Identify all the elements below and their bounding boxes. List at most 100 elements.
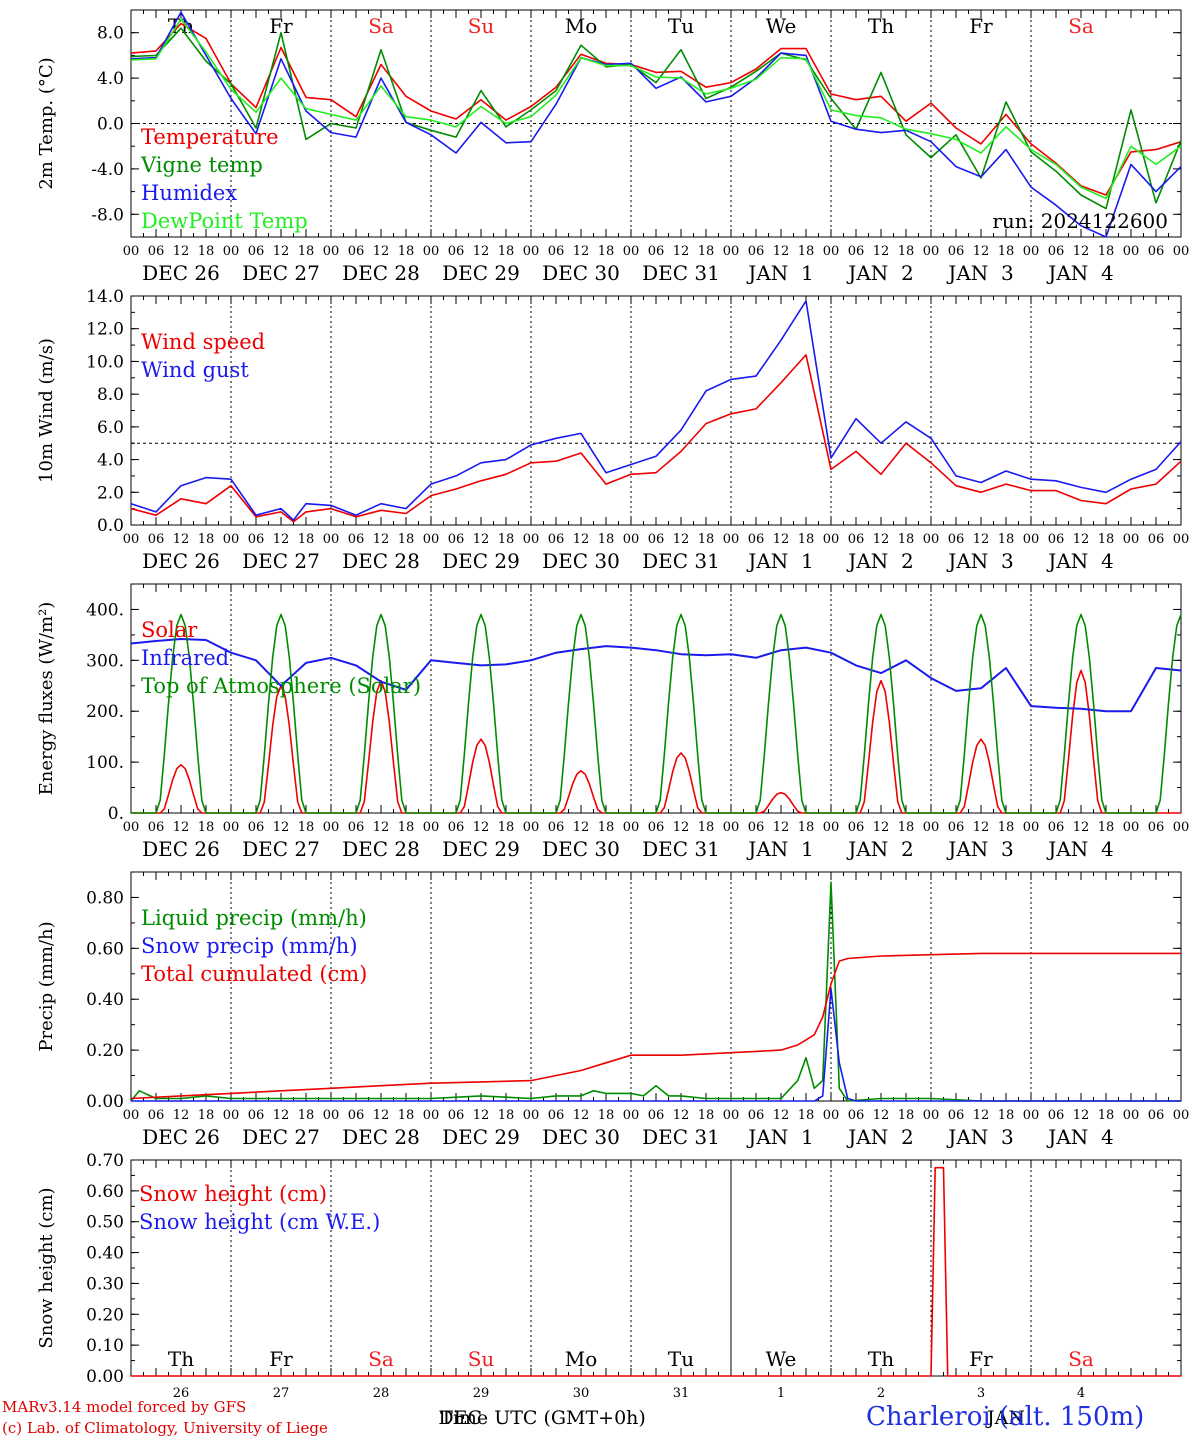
- x-hour-label: 12: [273, 532, 290, 547]
- x-hour-label: 12: [1073, 1108, 1090, 1123]
- x-date-label: JAN 3: [946, 549, 1013, 573]
- x-hour-label: 00: [123, 532, 140, 547]
- weekday-label: Su: [468, 14, 495, 38]
- weekday-label: Th: [868, 1347, 894, 1371]
- run-label: run: 2024122600: [992, 209, 1168, 233]
- weekday-label: Fr: [269, 14, 293, 38]
- series-line-temperature: [130, 22, 1182, 196]
- x-hour-label: 18: [698, 532, 715, 547]
- legend-entry: Liquid precip (mm/h): [141, 906, 367, 930]
- x-hour-label: 18: [598, 820, 615, 835]
- x-day-number: 27: [273, 1386, 290, 1401]
- x-hour-label: 12: [873, 1108, 890, 1123]
- x-hour-label: 00: [223, 244, 240, 259]
- x-hour-label: 06: [748, 820, 765, 835]
- x-hour-label: 12: [773, 244, 790, 259]
- y-tick-label: 10.0: [86, 352, 124, 372]
- x-date-label: DEC 28: [342, 261, 420, 285]
- x-hour-label: 00: [1023, 532, 1040, 547]
- x-date-label: DEC 30: [542, 837, 620, 861]
- y-tick-label: 0.0: [97, 115, 124, 135]
- x-hour-label: 06: [848, 1108, 865, 1123]
- x-day-number: 1: [777, 1386, 785, 1401]
- y-tick-label: 0.40: [86, 1244, 124, 1264]
- y-tick-label: 4.0: [97, 451, 124, 471]
- x-hour-label: 06: [448, 820, 465, 835]
- x-hour-label: 06: [848, 532, 865, 547]
- x-hour-label: 18: [798, 820, 815, 835]
- x-hour-label: 18: [698, 820, 715, 835]
- x-hour-label: 00: [623, 244, 640, 259]
- x-hour-label: 06: [148, 1108, 165, 1123]
- x-hour-label: 12: [173, 244, 190, 259]
- x-hour-label: 12: [573, 1108, 590, 1123]
- y-tick-label: 0.10: [86, 1336, 124, 1356]
- x-hour-label: 06: [348, 244, 365, 259]
- y-tick-label: -4.0: [91, 160, 124, 180]
- x-date-label: DEC 28: [342, 549, 420, 573]
- x-hour-label: 18: [498, 820, 515, 835]
- x-hour-label: 00: [223, 532, 240, 547]
- x-hour-label: 12: [273, 820, 290, 835]
- x-hour-label: 18: [798, 1108, 815, 1123]
- plot-frame: [130, 583, 1182, 814]
- x-hour-label: 00: [523, 244, 540, 259]
- x-hour-label: 00: [123, 820, 140, 835]
- weekday-label: Su: [468, 1347, 495, 1371]
- x-hour-label: 18: [898, 532, 915, 547]
- x-hour-label: 18: [198, 820, 215, 835]
- x-date-label: DEC 27: [242, 261, 320, 285]
- x-hour-label: 06: [948, 1108, 965, 1123]
- series-line-infrared: [130, 638, 1182, 713]
- x-hour-label: 00: [423, 244, 440, 259]
- x-hour-label: 06: [248, 532, 265, 547]
- y-tick-label: 6.0: [97, 418, 124, 438]
- x-hour-label: 06: [448, 244, 465, 259]
- x-hour-label: 06: [848, 244, 865, 259]
- x-hour-label: 06: [848, 820, 865, 835]
- x-hour-label: 18: [698, 244, 715, 259]
- weekday-label: Fr: [969, 14, 993, 38]
- x-hour-label: 18: [498, 1108, 515, 1123]
- x-day-number: 3: [977, 1386, 985, 1401]
- x-hour-label: 06: [1148, 1108, 1165, 1123]
- x-hour-label: 00: [623, 532, 640, 547]
- x-hour-label: 00: [923, 820, 940, 835]
- series-line-wind-speed: [130, 354, 1182, 523]
- x-hour-label: 18: [798, 532, 815, 547]
- x-hour-label: 12: [273, 244, 290, 259]
- x-hour-label: 06: [1048, 244, 1065, 259]
- x-hour-label: 18: [798, 244, 815, 259]
- x-hour-label: 00: [1173, 244, 1190, 259]
- y-tick-label: 0.40: [86, 990, 124, 1010]
- x-hour-label: 12: [373, 820, 390, 835]
- x-hour-label: 00: [423, 1108, 440, 1123]
- y-axis-label: Snow height (cm): [36, 1187, 57, 1348]
- x-date-label: JAN 3: [946, 837, 1013, 861]
- x-hour-label: 00: [823, 820, 840, 835]
- y-axis-label: 2m Temp. (°C): [36, 57, 57, 189]
- x-date-label: JAN 2: [846, 837, 913, 861]
- x-hour-label: 06: [348, 1108, 365, 1123]
- x-date-label: DEC 27: [242, 1125, 320, 1149]
- x-hour-label: 06: [148, 244, 165, 259]
- y-tick-label: 0.0: [97, 516, 124, 536]
- x-hour-label: 18: [1098, 532, 1115, 547]
- x-hour-label: 06: [548, 820, 565, 835]
- x-hour-label: 06: [248, 244, 265, 259]
- x-date-label: DEC 26: [142, 549, 220, 573]
- x-hour-label: 06: [1048, 532, 1065, 547]
- x-hour-label: 18: [998, 532, 1015, 547]
- x-date-label: JAN 2: [846, 549, 913, 573]
- x-hour-label: 18: [898, 1108, 915, 1123]
- y-tick-label: 2.0: [97, 483, 124, 503]
- x-hour-label: 18: [898, 244, 915, 259]
- x-hour-label: 06: [948, 532, 965, 547]
- series-line-liquid-precip-mm-h: [130, 881, 1181, 1102]
- x-hour-label: 00: [823, 532, 840, 547]
- x-hour-label: 06: [948, 244, 965, 259]
- x-date-label: JAN 2: [846, 261, 913, 285]
- weekday-label: Tu: [668, 1347, 694, 1371]
- x-hour-label: 18: [598, 1108, 615, 1123]
- x-hour-label: 00: [623, 820, 640, 835]
